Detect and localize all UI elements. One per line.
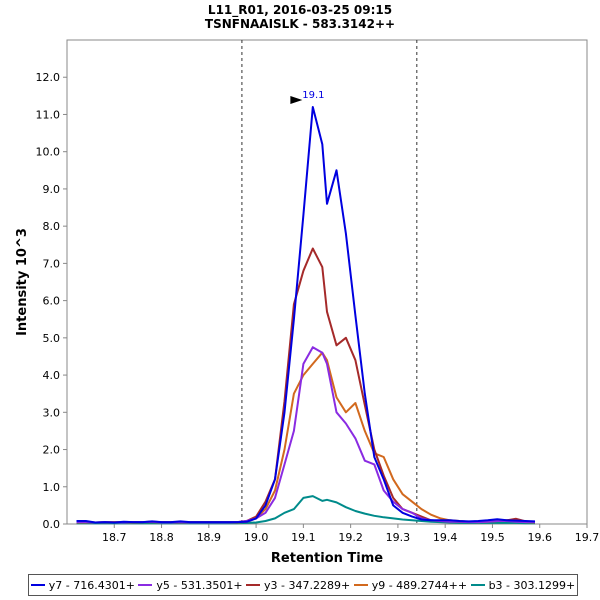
y-tick-label: 9.0 — [43, 183, 61, 196]
integration-bounds — [241, 40, 418, 524]
legend-item: y7 - 716.4301+ — [30, 578, 135, 592]
x-tick-label: 19.5 — [480, 531, 505, 544]
y-tick-label: 7.0 — [43, 257, 61, 270]
legend-swatch — [30, 584, 45, 586]
legend-item: y9 - 489.2744++ — [353, 578, 468, 592]
y-tick-label: 3.0 — [43, 406, 61, 419]
y-tick-label: 11.0 — [36, 108, 61, 121]
peak-marker-icon — [290, 96, 303, 105]
legend-label: y9 - 489.2744++ — [371, 578, 468, 592]
legend-label: y5 - 531.3501+ — [156, 578, 243, 592]
legend-item: y3 - 347.2289+ — [246, 579, 350, 592]
legend-item: y5 - 531.3501+ — [138, 578, 243, 592]
x-tick-label: 18.8 — [149, 531, 174, 544]
series-line — [76, 495, 535, 525]
legend-label: y7 - 716.4301+ — [48, 578, 135, 592]
x-tick-label: 19.1 — [291, 531, 316, 544]
peak-annotation: 19.1 — [290, 90, 324, 105]
y-tick-label: 10.0 — [36, 146, 61, 159]
y-tick-label: 8.0 — [43, 220, 61, 233]
y-tick-label: 4.0 — [43, 369, 61, 382]
y-tick-label: 12.0 — [36, 71, 61, 84]
y-tick-label: 1.0 — [43, 481, 61, 494]
chart-title: L11_R01, 2016-03-25 09:15 — [207, 3, 393, 17]
legend-swatch — [138, 584, 153, 586]
x-tick-label: 19.4 — [433, 531, 458, 544]
y-tick-label: 5.0 — [43, 332, 61, 345]
x-tick-label: 19.3 — [386, 531, 411, 544]
plot-area — [66, 39, 588, 525]
x-tick-label: 19.6 — [527, 531, 552, 544]
x-tick-label: 19.7 — [575, 531, 600, 544]
y-axis-label: Intensity 10^3 — [15, 228, 30, 336]
x-tick-label: 18.7 — [102, 531, 127, 544]
peak-label: 19.1 — [302, 90, 324, 101]
legend: y7 - 716.4301+ y5 - 531.3501+ y3 - 347.228… — [28, 574, 578, 596]
legend-label: y3 - 347.2289+ — [264, 578, 351, 592]
legend-item: b3 - 303.1299+ — [470, 578, 576, 592]
x-tick-label: 19.2 — [338, 531, 363, 544]
x-tick-label: 18.9 — [197, 531, 222, 544]
axis-ticks: 18.7 18.8 18.9 19.0 19.1 19.2 19.3 19.4 19.5 19.6… — [36, 71, 600, 544]
legend-label: b3 - 303.1299+ — [488, 578, 576, 592]
x-tick-label: 19.0 — [244, 531, 269, 544]
y-tick-label: 6.0 — [43, 295, 61, 308]
legend-swatch — [470, 584, 485, 586]
legend-swatch — [353, 584, 368, 586]
chart-subtitle: TSNFNAAISLK - 583.3142++ — [204, 17, 396, 31]
y-tick-label: 0.0 — [43, 518, 61, 531]
series-line — [76, 106, 536, 524]
legend-swatch — [246, 584, 261, 586]
series-lines — [76, 106, 536, 525]
x-axis-label: Retention Time — [271, 551, 383, 566]
y-tick-label: 2.0 — [43, 444, 61, 457]
